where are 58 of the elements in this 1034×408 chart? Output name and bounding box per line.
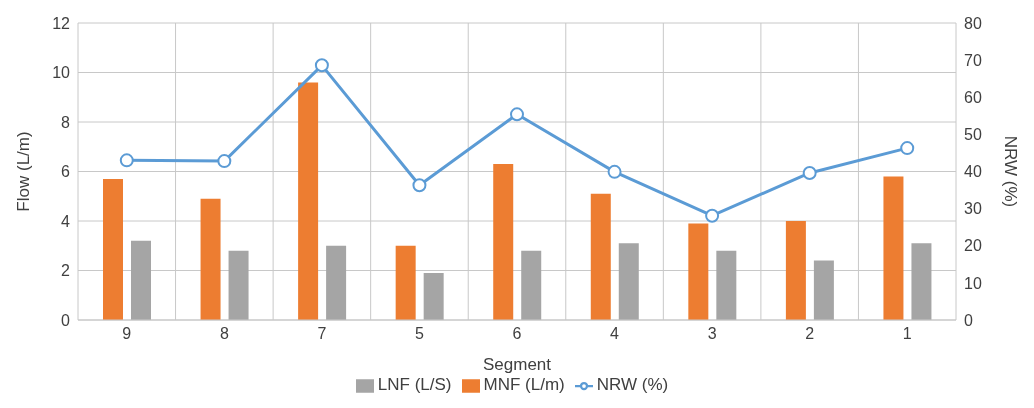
y2-axis-title: NRW (%) (1000, 135, 1020, 208)
point (217, 154, 232, 169)
x-tick-label: 1 (902, 325, 912, 343)
bar (200, 198, 221, 320)
point (119, 153, 134, 168)
bar (103, 178, 123, 320)
x-tick-label: 4 (610, 325, 620, 343)
y-axis-title: Flow (L/m) (14, 131, 34, 212)
x-tick-label: 9 (122, 325, 132, 343)
bar (493, 164, 514, 320)
bar (813, 260, 834, 320)
y-tick-label: 10 (52, 64, 71, 82)
y2-tick-label: 0 (964, 311, 973, 329)
x-tick-label: 8 (219, 325, 229, 343)
y-tick-label: 6 (61, 163, 71, 181)
bar (688, 223, 709, 320)
bar (911, 243, 932, 320)
y2-tick-label: 50 (964, 126, 982, 144)
bar (883, 176, 904, 320)
x-tick-label: 3 (707, 325, 717, 343)
legend-label: MNF (L/m) (483, 375, 565, 394)
bar (423, 272, 444, 320)
y2-tick-label: 10 (964, 274, 982, 292)
y-tick-label: 12 (52, 14, 71, 32)
point (705, 208, 720, 223)
y2-tick-label: 40 (964, 163, 982, 181)
bar (590, 193, 611, 320)
bar (785, 221, 806, 320)
point (314, 58, 329, 73)
legend-label: NRW (%) (596, 375, 669, 394)
bar (618, 243, 639, 320)
x-tick-label: 5 (414, 325, 424, 343)
point (510, 107, 524, 122)
bar (521, 250, 542, 320)
legend-label: LNF (L/S) (377, 375, 452, 394)
bar (131, 240, 151, 320)
y-tick-label: 8 (61, 113, 71, 131)
bar (298, 82, 319, 320)
y2-tick-label: 70 (964, 51, 982, 69)
y2-tick-label: 80 (964, 14, 982, 32)
x-tick-label: 2 (805, 325, 815, 343)
point (802, 165, 817, 180)
x-tick-label: 7 (317, 325, 327, 343)
y-tick-label: 0 (61, 311, 71, 329)
bar (326, 245, 347, 320)
y2-tick-label: 20 (964, 237, 982, 255)
bar (228, 250, 249, 320)
x-tick-label: 6 (512, 325, 522, 343)
bar (395, 245, 416, 320)
y2-tick-label: 60 (964, 88, 982, 106)
x-axis-title: Segment (482, 355, 552, 374)
y-tick-label: 4 (61, 212, 71, 230)
y-tick-label: 2 (61, 262, 71, 280)
point (900, 141, 915, 156)
point (412, 178, 427, 193)
bar (716, 250, 737, 320)
y2-tick-label: 30 (964, 200, 982, 218)
point (607, 164, 622, 179)
